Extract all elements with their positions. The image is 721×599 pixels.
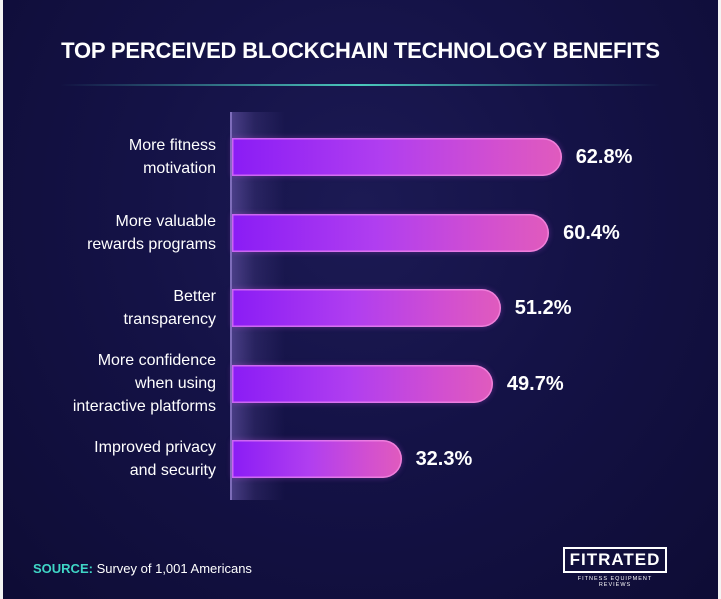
bar	[232, 289, 501, 327]
bar	[232, 440, 402, 478]
bar	[232, 213, 550, 252]
logo-tagline: FITNESS EQUIPMENT REVIEWS	[577, 576, 653, 588]
category-label: More valuable rewards programs	[87, 212, 216, 253]
data-label: 32.3%	[415, 448, 473, 470]
bar	[232, 364, 493, 403]
data-label: 51.2%	[514, 297, 572, 319]
category-label: Improved privacy and security	[94, 439, 216, 479]
bar	[232, 138, 562, 176]
data-label: 62.8%	[575, 146, 633, 168]
data-label: 60.4%	[563, 221, 620, 244]
category-label: Better transparency	[123, 288, 217, 328]
logo-wordmark: FITRATED	[563, 547, 667, 573]
fitrated-logo: FITRATED FITNESS EQUIPMENT REVIEWS	[563, 547, 671, 588]
chart-title: TOP PERCEIVED BLOCKCHAIN TECHNOLOGY BENE…	[61, 38, 660, 63]
source-text: Survey of 1,001 Americans	[92, 561, 252, 576]
data-label: 49.7%	[506, 372, 564, 395]
title-divider	[60, 84, 660, 86]
category-axis	[230, 112, 232, 500]
source-note: SOURCE: Survey of 1,001 Americans	[33, 561, 252, 576]
source-key: SOURCE:	[33, 561, 93, 576]
category-label: More fitness motivation	[128, 137, 216, 177]
category-label: More confidence when using interactive p…	[72, 352, 216, 415]
